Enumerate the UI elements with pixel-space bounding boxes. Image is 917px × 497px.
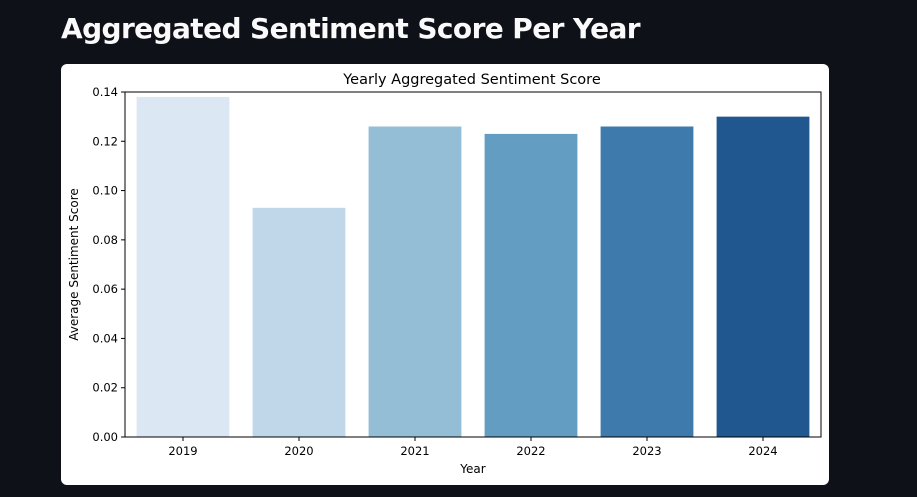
y-tick-label: 0.04	[92, 331, 118, 345]
chart-title: Yearly Aggregated Sentiment Score	[342, 72, 601, 88]
bar-2023	[600, 126, 694, 437]
y-axis-label: Average Sentiment Score	[67, 188, 81, 341]
x-axis-ticks: 2019 2020 2021 2022 2023 2024	[168, 437, 778, 458]
bar-2020	[252, 207, 346, 437]
bar-2024	[716, 116, 810, 437]
y-tick-label: 0.08	[92, 233, 118, 247]
x-tick-label: 2020	[284, 444, 313, 458]
y-tick-label: 0.14	[92, 85, 118, 99]
x-tick-label: 2021	[400, 444, 429, 458]
y-tick-label: 0.06	[92, 282, 118, 296]
chart-card: Yearly Aggregated Sentiment Score 0.00 0.…	[61, 64, 829, 485]
x-tick-label: 2023	[632, 444, 661, 458]
bars	[136, 96, 810, 437]
bar-2022	[484, 133, 578, 437]
x-tick-label: 2022	[516, 444, 545, 458]
x-axis-label: Year	[459, 462, 485, 476]
bar-chart: Yearly Aggregated Sentiment Score 0.000.…	[67, 72, 822, 476]
x-tick-label: 2024	[748, 444, 777, 458]
y-tick-label: 0.10	[92, 184, 118, 198]
bar-2019	[136, 96, 230, 437]
bar-2021	[368, 126, 462, 437]
x-tick-label: 2019	[168, 444, 197, 458]
y-tick-label: 0.02	[92, 381, 118, 395]
y-tick-label: 0.00	[92, 430, 118, 444]
y-axis-ticks: 0.00 0.02 0.04 0.06 0.08 0.10 0.12 0.14	[92, 85, 125, 444]
page-title: Aggregated Sentiment Score Per Year	[61, 12, 641, 45]
y-tick-label: 0.12	[92, 134, 118, 148]
plot-frame	[124, 91, 822, 438]
